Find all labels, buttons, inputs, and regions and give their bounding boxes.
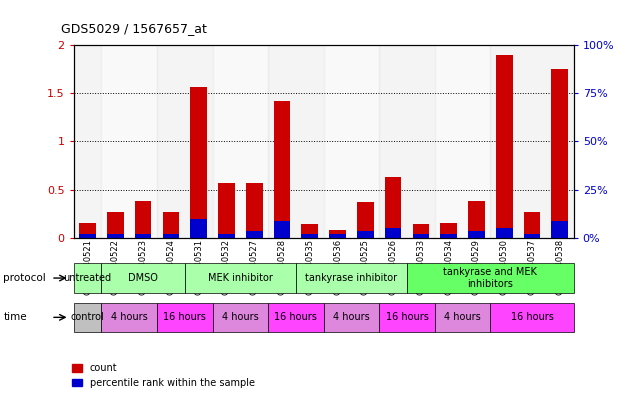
Bar bbox=[385, 177, 401, 238]
Bar bbox=[79, 234, 96, 238]
Text: 4 hours: 4 hours bbox=[222, 312, 259, 322]
Bar bbox=[190, 219, 207, 238]
Bar bbox=[107, 212, 124, 238]
Text: 4 hours: 4 hours bbox=[111, 312, 147, 322]
Bar bbox=[107, 234, 124, 238]
Text: 16 hours: 16 hours bbox=[163, 312, 206, 322]
Bar bbox=[324, 45, 379, 238]
Bar bbox=[101, 45, 157, 238]
Bar bbox=[246, 183, 263, 238]
Bar bbox=[435, 45, 490, 238]
Bar bbox=[301, 224, 318, 238]
Bar bbox=[357, 202, 374, 238]
Bar bbox=[524, 212, 540, 238]
Bar bbox=[213, 45, 268, 238]
Bar bbox=[74, 45, 101, 238]
Bar bbox=[440, 234, 457, 238]
Text: time: time bbox=[3, 312, 27, 322]
Bar bbox=[440, 223, 457, 238]
Bar bbox=[329, 234, 346, 238]
Text: untreated: untreated bbox=[63, 273, 112, 283]
Bar bbox=[468, 231, 485, 238]
Text: DMSO: DMSO bbox=[128, 273, 158, 283]
Bar bbox=[246, 231, 263, 238]
Bar bbox=[490, 45, 574, 238]
Text: 16 hours: 16 hours bbox=[386, 312, 428, 322]
Bar bbox=[551, 221, 568, 238]
Bar bbox=[79, 223, 96, 238]
Bar bbox=[385, 228, 401, 238]
Bar bbox=[468, 201, 485, 238]
Bar bbox=[301, 234, 318, 238]
Bar bbox=[268, 45, 324, 238]
Text: tankyrase inhibitor: tankyrase inhibitor bbox=[305, 273, 397, 283]
Bar bbox=[357, 231, 374, 238]
Legend: count, percentile rank within the sample: count, percentile rank within the sample bbox=[72, 363, 254, 388]
Bar bbox=[218, 183, 235, 238]
Bar bbox=[190, 86, 207, 238]
Bar bbox=[413, 234, 429, 238]
Bar bbox=[524, 234, 540, 238]
Bar bbox=[496, 228, 513, 238]
Text: MEK inhibitor: MEK inhibitor bbox=[208, 273, 273, 283]
Text: 16 hours: 16 hours bbox=[511, 312, 553, 322]
Bar bbox=[274, 221, 290, 238]
Bar bbox=[274, 101, 290, 238]
Text: 4 hours: 4 hours bbox=[333, 312, 370, 322]
Bar bbox=[157, 45, 213, 238]
Text: 4 hours: 4 hours bbox=[444, 312, 481, 322]
Text: protocol: protocol bbox=[3, 273, 46, 283]
Bar bbox=[163, 234, 179, 238]
Text: control: control bbox=[71, 312, 104, 322]
Bar bbox=[163, 212, 179, 238]
Bar bbox=[329, 230, 346, 238]
Bar bbox=[135, 234, 151, 238]
Bar bbox=[379, 45, 435, 238]
Text: 16 hours: 16 hours bbox=[274, 312, 317, 322]
Bar bbox=[496, 55, 513, 238]
Bar bbox=[551, 69, 568, 238]
Bar bbox=[413, 224, 429, 238]
Bar bbox=[218, 234, 235, 238]
Bar bbox=[135, 201, 151, 238]
Text: GDS5029 / 1567657_at: GDS5029 / 1567657_at bbox=[61, 22, 207, 35]
Text: tankyrase and MEK
inhibitors: tankyrase and MEK inhibitors bbox=[444, 267, 537, 289]
